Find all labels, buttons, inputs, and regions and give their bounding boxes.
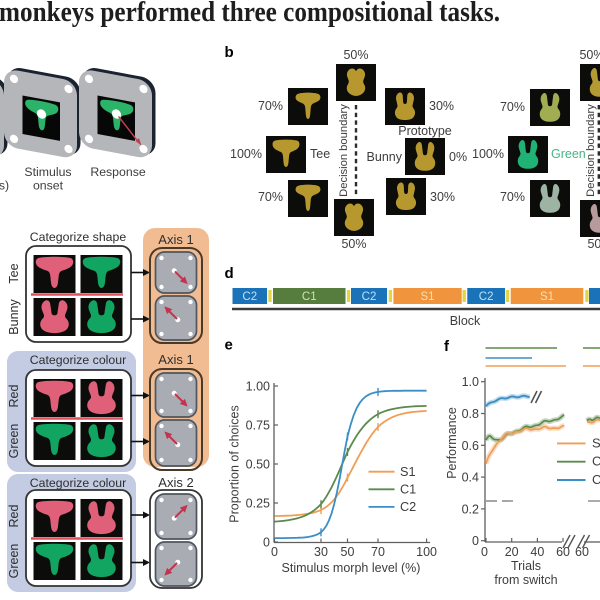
svg-text:50%: 50% [579, 48, 600, 62]
svg-text:Bunny: Bunny [7, 299, 21, 335]
svg-text:Green: Green [551, 147, 586, 161]
svg-text:C2: C2 [592, 472, 600, 487]
svg-text:S1: S1 [421, 291, 435, 303]
svg-text:30: 30 [314, 545, 328, 559]
svg-text:Categorize colour: Categorize colour [30, 353, 126, 367]
svg-text:S1: S1 [400, 465, 416, 479]
svg-text:0.50: 0.50 [246, 458, 270, 472]
svg-text:Green: Green [7, 424, 21, 459]
svg-text:Block: Block [450, 314, 481, 328]
svg-text:0%: 0% [449, 150, 467, 164]
svg-text:70%: 70% [258, 190, 283, 204]
svg-text:Categorize colour: Categorize colour [30, 476, 126, 490]
svg-text:C2: C2 [479, 291, 494, 303]
svg-text:30%: 30% [429, 99, 454, 113]
svg-text:monkeys performed three compos: monkeys performed three compositional ta… [0, 0, 500, 28]
svg-text:S1: S1 [592, 435, 600, 450]
svg-text:50%: 50% [587, 237, 600, 251]
svg-text:Categorize shape: Categorize shape [30, 230, 127, 244]
svg-text:f: f [444, 338, 450, 355]
svg-text:Axis 1: Axis 1 [158, 232, 193, 247]
svg-text:1.0: 1.0 [462, 375, 479, 389]
svg-text:Response: Response [90, 165, 146, 179]
svg-text:Trials: Trials [511, 559, 541, 573]
svg-text:s): s) [0, 179, 9, 193]
svg-text:0.8: 0.8 [462, 407, 479, 421]
svg-text:Tee: Tee [310, 147, 330, 161]
svg-text:Performance: Performance [445, 407, 459, 479]
svg-text:100%: 100% [472, 147, 504, 161]
svg-text:60: 60 [575, 545, 589, 559]
svg-text:Decision boundary: Decision boundary [338, 104, 350, 197]
svg-text:0.75: 0.75 [246, 419, 270, 433]
svg-text:C2: C2 [362, 291, 377, 303]
svg-text:100: 100 [416, 545, 437, 559]
svg-text:0.25: 0.25 [246, 497, 270, 511]
svg-text:Green: Green [7, 544, 21, 579]
svg-text:0.2: 0.2 [462, 502, 479, 516]
svg-text:1.00: 1.00 [246, 380, 270, 394]
svg-text:Axis 1: Axis 1 [158, 352, 193, 367]
svg-text:Stimulus morph level (%): Stimulus morph level (%) [282, 561, 421, 575]
svg-text:S1: S1 [540, 291, 554, 303]
svg-text:70: 70 [371, 545, 385, 559]
svg-text:C2: C2 [242, 291, 257, 303]
svg-text:50%: 50% [341, 237, 366, 251]
svg-text:70%: 70% [500, 190, 525, 204]
svg-text:Tee: Tee [7, 263, 21, 283]
svg-text:0: 0 [263, 536, 270, 550]
svg-text:Red: Red [7, 384, 21, 407]
svg-text:Prototype: Prototype [398, 124, 452, 138]
svg-text:Axis 2: Axis 2 [158, 475, 193, 490]
svg-text:C1: C1 [592, 454, 600, 469]
svg-text:0: 0 [481, 545, 488, 559]
svg-text:30%: 30% [430, 190, 455, 204]
svg-text:0.4: 0.4 [462, 471, 479, 485]
svg-text:Stimulus: Stimulus [24, 165, 71, 179]
svg-text:70%: 70% [500, 100, 525, 114]
svg-text:60: 60 [556, 545, 570, 559]
svg-text:Bunny: Bunny [367, 150, 403, 164]
svg-text:50%: 50% [343, 48, 368, 62]
svg-text:Red: Red [7, 504, 21, 527]
svg-text:onset: onset [33, 179, 64, 193]
svg-text:70%: 70% [258, 99, 283, 113]
svg-text:C1: C1 [400, 483, 416, 497]
svg-text:0: 0 [271, 545, 278, 559]
svg-text:50: 50 [341, 545, 355, 559]
svg-text:20: 20 [505, 545, 519, 559]
svg-text:0: 0 [472, 534, 479, 548]
svg-text:C2: C2 [400, 500, 416, 514]
svg-text:100%: 100% [230, 147, 262, 161]
svg-text:from switch: from switch [494, 573, 557, 587]
svg-text:0.6: 0.6 [462, 439, 479, 453]
svg-text:C1: C1 [302, 291, 317, 303]
svg-text:d: d [225, 265, 234, 282]
svg-text:Decision boundary: Decision boundary [585, 104, 597, 197]
svg-text:Proportion of choices: Proportion of choices [228, 405, 242, 522]
svg-text:b: b [225, 44, 234, 61]
svg-text:e: e [225, 337, 233, 354]
svg-text:40: 40 [530, 545, 544, 559]
